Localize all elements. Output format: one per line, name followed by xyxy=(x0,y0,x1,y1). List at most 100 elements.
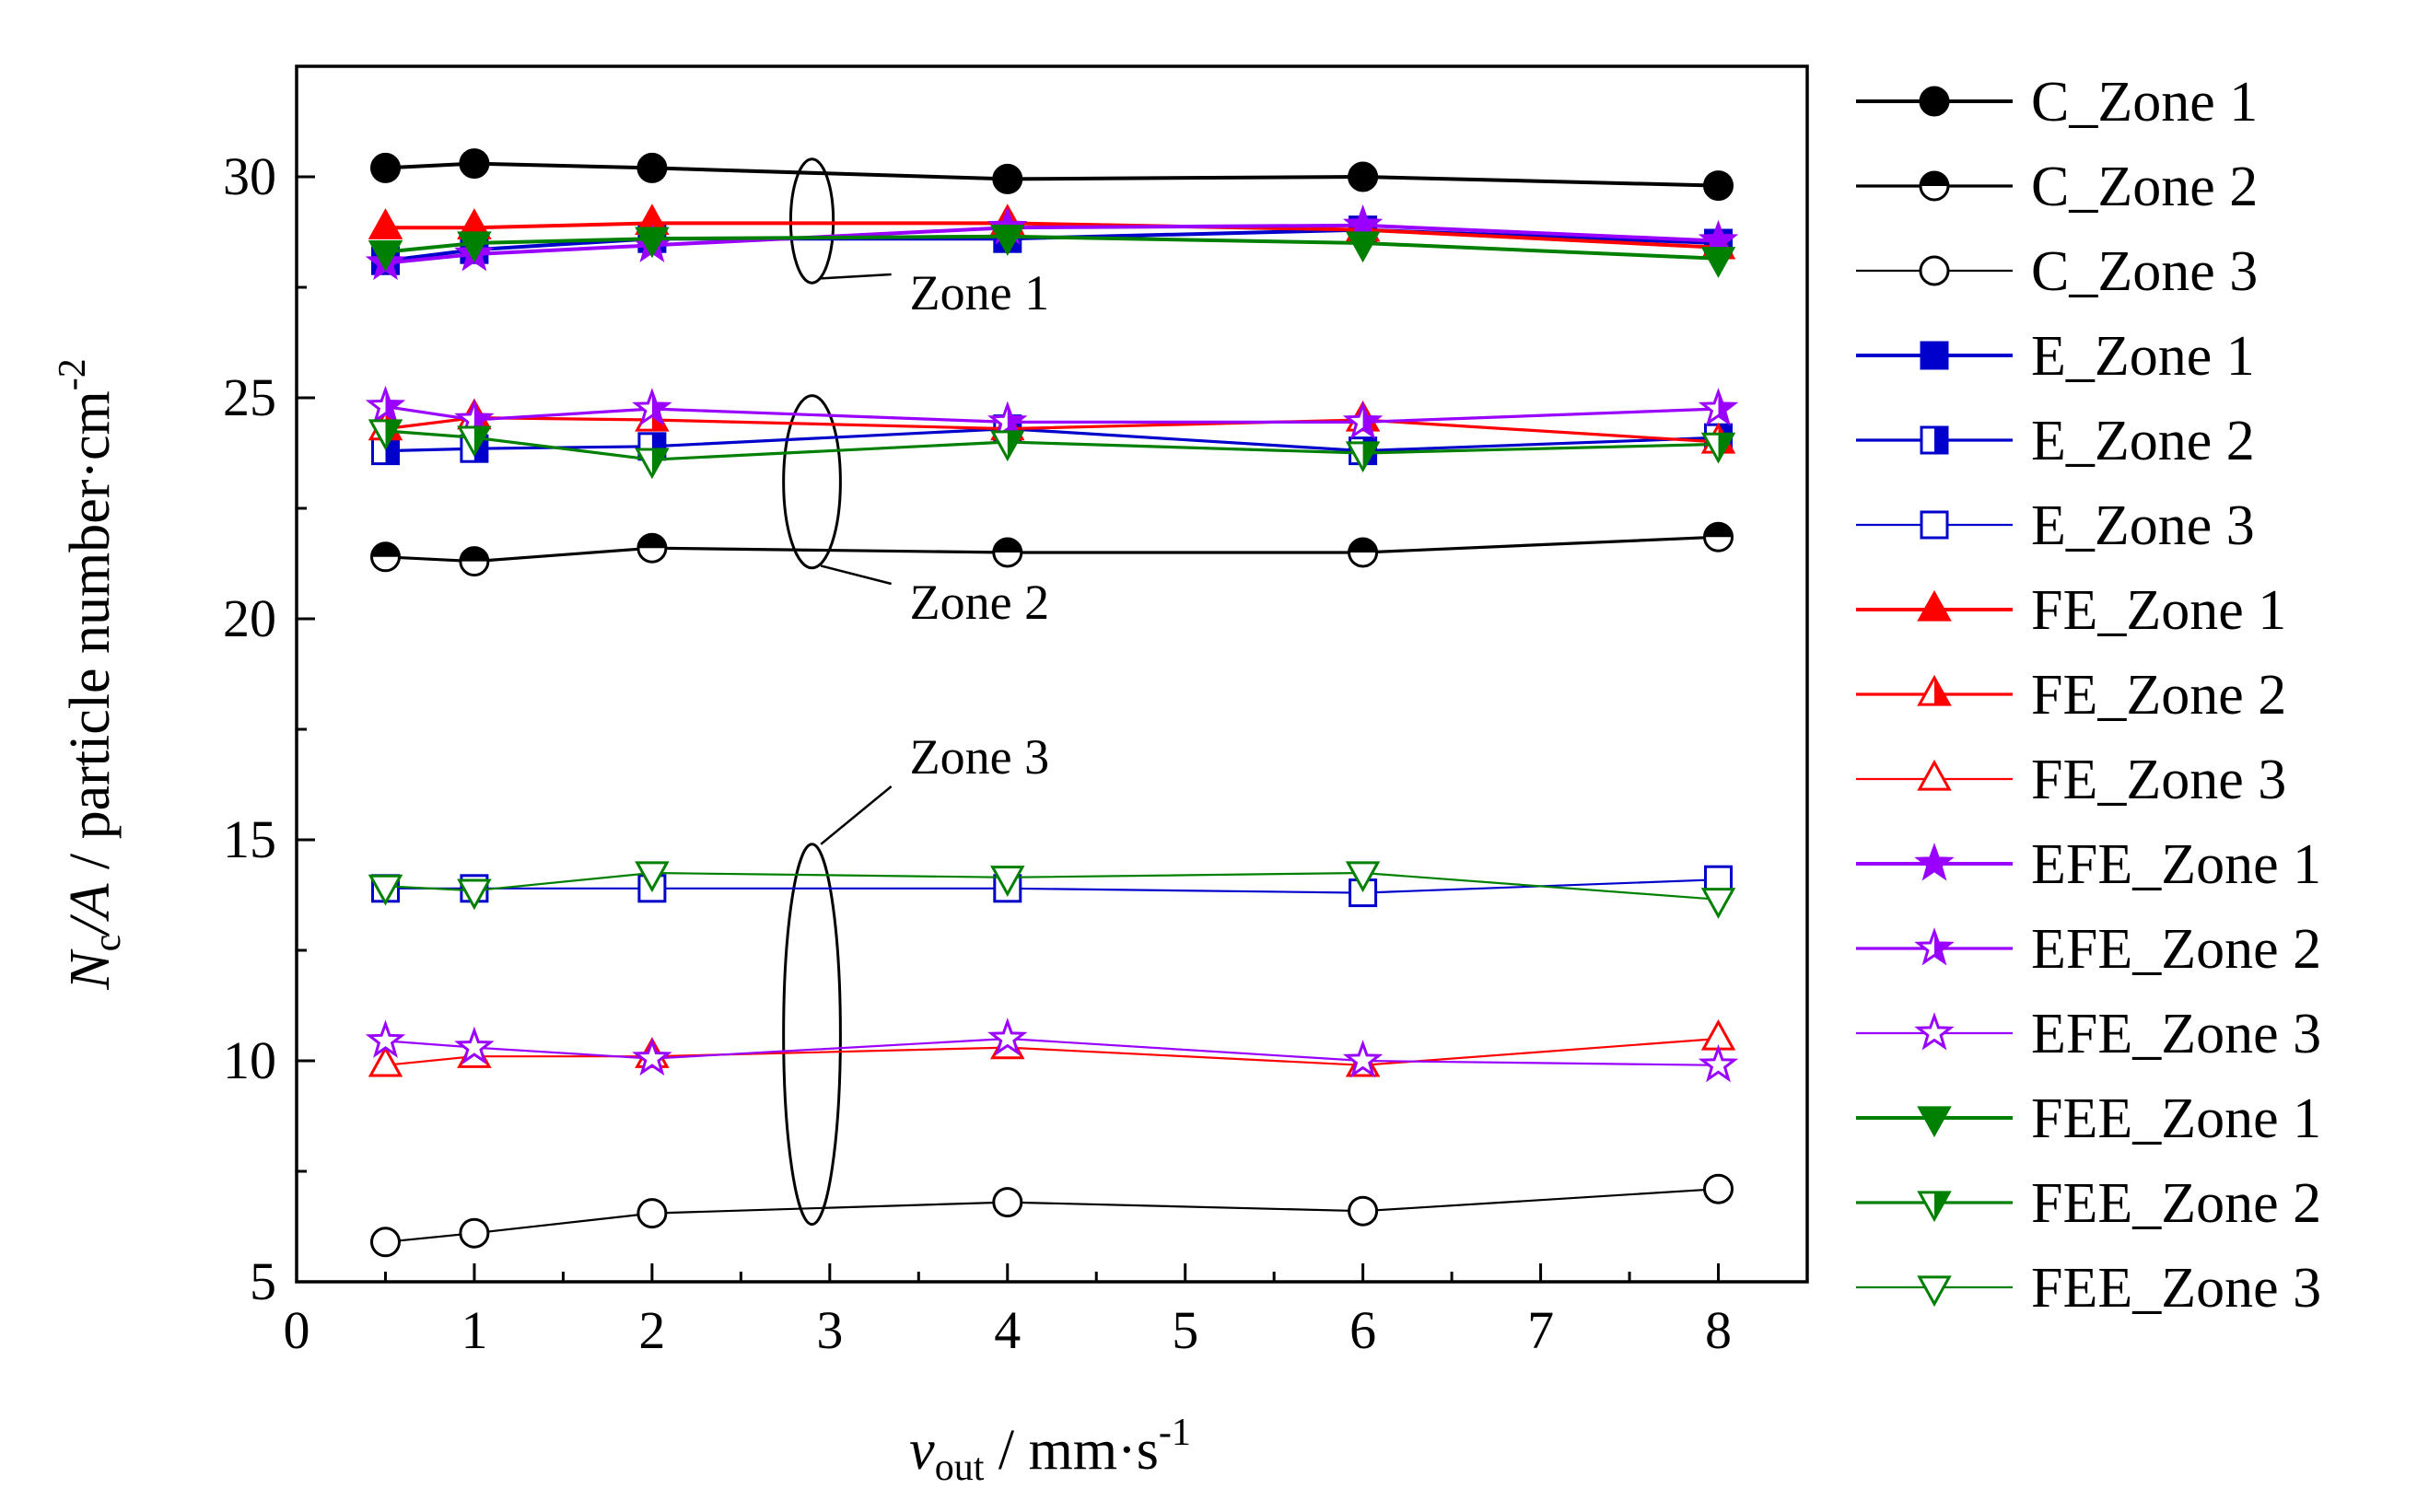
x-tick-label: 4 xyxy=(994,1300,1021,1360)
x-tick-label: 0 xyxy=(284,1300,310,1360)
marker-body xyxy=(1919,86,1950,117)
marker-half-fill xyxy=(473,427,490,455)
series-line xyxy=(385,415,1719,444)
marker-body xyxy=(1345,231,1381,263)
data-point xyxy=(365,1019,406,1058)
marker-body xyxy=(987,1018,1028,1056)
data-point xyxy=(1703,170,1734,202)
marker-half-fill xyxy=(460,547,488,562)
marker-body xyxy=(459,148,490,180)
zone-ellipse xyxy=(782,394,842,570)
legend-label: E_Zone 3 xyxy=(2031,494,2255,557)
data-point xyxy=(635,861,670,893)
y-axis-label: Nc/A / particle number·cm-2 xyxy=(52,358,129,991)
series-line xyxy=(385,227,1719,263)
marker-half-fill xyxy=(1921,172,1948,186)
marker-half-fill xyxy=(385,420,401,448)
data-point xyxy=(370,1227,401,1258)
data-point xyxy=(370,541,401,573)
series-line xyxy=(385,1188,1719,1243)
series-layer xyxy=(365,148,1739,1258)
legend-marker xyxy=(1920,341,1949,370)
legend-label: EFE_Zone 1 xyxy=(2031,833,2321,896)
y-tick-label: 30 xyxy=(223,146,276,206)
marker-body xyxy=(1345,861,1381,893)
legend-label: FEE_Zone 1 xyxy=(2031,1087,2321,1150)
legend-item: EFE_Zone 1 xyxy=(1856,833,2321,896)
series-c-zone-1 xyxy=(370,148,1734,202)
data-point xyxy=(1700,888,1736,919)
marker-body xyxy=(636,1198,668,1229)
marker-body xyxy=(1703,170,1734,202)
data-point xyxy=(365,385,406,425)
marker-body xyxy=(1348,161,1379,192)
series-line xyxy=(385,1037,1719,1066)
marker-half-fill xyxy=(993,539,1022,552)
marker-body xyxy=(1920,341,1949,370)
legend-item: EFE_Zone 3 xyxy=(1856,1003,2321,1065)
zone-leader-line xyxy=(820,564,892,586)
data-point xyxy=(632,1037,672,1076)
marker-body xyxy=(1700,888,1736,919)
legend-label: FEE_Zone 3 xyxy=(2031,1257,2321,1320)
y-tick-label: 20 xyxy=(223,588,276,648)
marker-half-fill xyxy=(1934,1192,1950,1219)
marker-half-fill xyxy=(637,534,666,549)
data-point xyxy=(1703,1173,1734,1204)
marker-body xyxy=(459,1217,490,1249)
data-point xyxy=(459,148,490,180)
data-point xyxy=(632,388,672,426)
marker-body xyxy=(457,878,492,911)
legend-marker xyxy=(1917,1275,1952,1308)
series-line xyxy=(385,221,1719,250)
data-point xyxy=(992,163,1023,194)
legend-label: FEE_Zone 2 xyxy=(2031,1172,2321,1235)
data-point xyxy=(459,546,490,577)
legend-label: EFE_Zone 2 xyxy=(2031,918,2321,981)
data-point xyxy=(368,1045,403,1077)
legend-marker xyxy=(1917,759,1952,791)
data-point xyxy=(992,1187,1023,1218)
marker-body xyxy=(1920,510,1949,540)
zone-annotations: Zone 1 Zone 2 Zone 3 xyxy=(782,157,1049,1227)
series-line xyxy=(385,405,1719,424)
zone-ellipse xyxy=(782,843,842,1227)
legend-label: E_Zone 2 xyxy=(2031,410,2255,472)
legend-item: E_Zone 3 xyxy=(1856,494,2255,557)
legend-marker xyxy=(1917,674,1952,706)
marker-body xyxy=(1348,1195,1379,1227)
data-point xyxy=(1348,537,1379,568)
series-c-zone-3 xyxy=(370,1173,1734,1258)
marker-body xyxy=(368,239,403,272)
data-point xyxy=(457,231,492,263)
data-point xyxy=(1700,247,1736,278)
data-point xyxy=(636,152,668,183)
marker-body xyxy=(636,152,668,183)
x-tick-label: 6 xyxy=(1349,1300,1376,1360)
legend-item: C_Zone 2 xyxy=(1856,156,2258,218)
legend-label: C_Zone 1 xyxy=(2031,71,2258,134)
zone-ellipse xyxy=(788,157,835,285)
marker-body xyxy=(368,1045,403,1077)
x-tick-label: 2 xyxy=(638,1300,665,1360)
data-point xyxy=(1342,1040,1384,1078)
zone-annotation-3: Zone 3 xyxy=(782,729,1049,1227)
data-point xyxy=(368,874,403,906)
x-tick-label: 5 xyxy=(1172,1300,1198,1360)
data-point xyxy=(1342,401,1384,439)
series-efe-zone-2 xyxy=(365,385,1739,439)
series-line xyxy=(385,878,1719,894)
data-point xyxy=(635,227,670,259)
y-tick-label: 15 xyxy=(223,809,276,869)
series-fee-zone-1 xyxy=(368,225,1736,278)
marker-body xyxy=(635,227,670,259)
zone-annotation-2: Zone 2 xyxy=(782,394,1049,630)
marker-body xyxy=(1700,247,1736,278)
data-point xyxy=(457,425,492,458)
legend-label: EFE_Zone 3 xyxy=(2031,1003,2321,1065)
x-tick-label: 3 xyxy=(816,1300,843,1360)
data-point xyxy=(992,537,1023,568)
legend-marker xyxy=(1914,1012,1955,1051)
legend-marker xyxy=(1917,1191,1952,1223)
